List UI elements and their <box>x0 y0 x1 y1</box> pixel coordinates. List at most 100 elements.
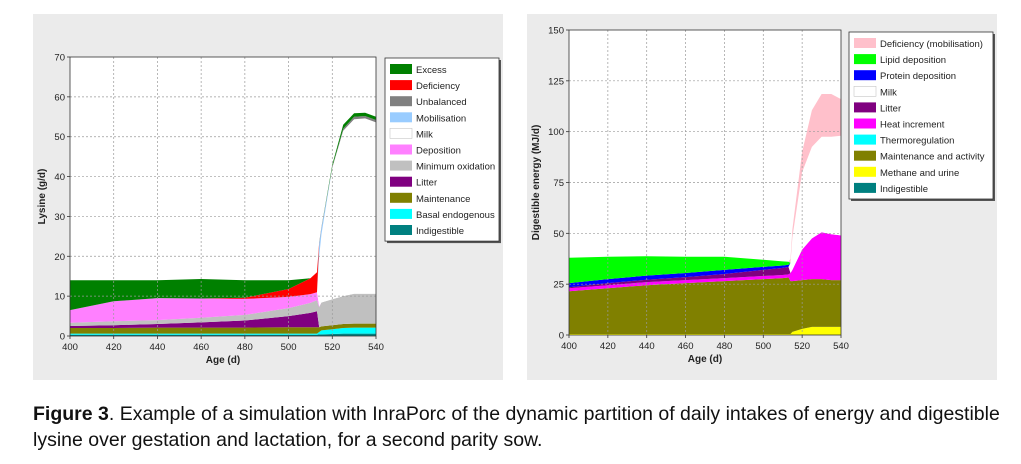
legend-swatch <box>390 64 412 74</box>
legend-label: Protein deposition <box>880 71 956 82</box>
x-tick-label: 520 <box>794 341 810 352</box>
x-tick-label: 540 <box>833 341 849 352</box>
legend-swatch <box>854 102 876 113</box>
energy-chart: 400 420 440 460 480 500 520 540 0 25 50 75 100 125 150… <box>531 26 995 365</box>
x-tick-label: 400 <box>561 341 577 352</box>
legend-swatch <box>390 112 412 123</box>
legend-label: Indigestible <box>880 184 928 195</box>
area-series-basal-endogenous <box>70 327 376 335</box>
area-series-maintenance-and-activity <box>569 277 841 334</box>
x-tick-label: 480 <box>237 342 253 353</box>
y-tick-label: 0 <box>60 332 65 343</box>
y-axis-title: Digestible energy (MJ/d) <box>531 125 542 241</box>
y-tick-label: 150 <box>548 26 564 37</box>
legend-label: Milk <box>880 87 897 98</box>
legend-label: Litter <box>880 103 901 114</box>
legend-swatch <box>854 166 876 177</box>
y-tick-label: 75 <box>553 178 564 189</box>
legend-label: Excess <box>416 65 447 76</box>
x-tick-label: 440 <box>149 342 165 353</box>
figure-caption-label: Figure 3 <box>33 403 109 425</box>
x-tick-label: 400 <box>62 342 78 353</box>
legend-swatch <box>854 134 876 145</box>
plot-border <box>69 56 377 337</box>
area-series-milk <box>70 118 376 311</box>
area-series-group <box>70 112 376 336</box>
y-tick-label: 20 <box>54 252 65 263</box>
y-tick-label: 40 <box>54 172 65 183</box>
x-tick-label: 520 <box>324 342 340 353</box>
y-tick-label: 60 <box>54 92 65 103</box>
legend-swatch <box>390 192 412 203</box>
legend-label: Indigestible <box>416 226 464 237</box>
legend-label: Milk <box>416 129 433 140</box>
x-tick-label: 420 <box>106 342 122 353</box>
legend-swatch <box>390 176 412 187</box>
lysine-chart-panel: 400 420 440 460 480 500 520 540 0 10 20 30 40 50 60 70 A… <box>33 14 503 380</box>
y-tick-label: 25 <box>553 280 564 291</box>
legend-swatch <box>853 86 877 97</box>
x-axis-title: Age (d) <box>688 354 722 365</box>
legend-swatch <box>390 160 412 171</box>
legend-label: Maintenance <box>416 194 470 205</box>
legend-swatch <box>390 80 412 91</box>
legend-swatch <box>854 182 876 193</box>
area-series-deficiency-mobilisation- <box>569 94 841 263</box>
legend-label: Methane and urine <box>880 168 959 179</box>
legend-swatch <box>854 118 876 129</box>
area-series-minimum-oxidation <box>70 293 376 328</box>
legend-label: Litter <box>416 178 437 189</box>
x-axis-title: Age (d) <box>206 355 240 366</box>
legend-label: Deficiency (mobilisation) <box>880 39 983 50</box>
legend-swatch <box>390 225 412 235</box>
legend-swatch <box>390 96 412 107</box>
y-tick-label: 50 <box>54 132 65 143</box>
energy-chart-panel: 400 420 440 460 480 500 520 540 0 25 50 75 100 125 150… <box>527 14 997 380</box>
y-axis-title: Lysine (g/d) <box>37 169 48 225</box>
figure-caption: Figure 3. Example of a simulation with I… <box>33 401 1008 453</box>
y-tick-label: 0 <box>559 331 564 342</box>
legend-label: Maintenance and activity <box>880 152 985 163</box>
legend-swatch <box>390 144 412 155</box>
y-tick-label: 10 <box>54 292 65 303</box>
legend-label: Deposition <box>416 146 461 157</box>
x-tick-label: 500 <box>755 341 771 352</box>
lysine-chart: 400 420 440 460 480 500 520 540 0 10 20 30 40 50 60 70 A… <box>37 53 501 366</box>
x-tick-label: 540 <box>368 342 384 353</box>
legend-label: Mobilisation <box>416 113 466 124</box>
x-tick-label: 460 <box>678 341 694 352</box>
y-tick-label: 100 <box>548 127 564 138</box>
y-tick-label: 125 <box>548 76 564 87</box>
legend-swatch <box>854 70 876 81</box>
legend-label: Basal endogenous <box>416 210 495 221</box>
area-series-litter <box>70 311 376 328</box>
x-tick-label: 440 <box>639 341 655 352</box>
y-tick-label: 50 <box>553 229 564 240</box>
legend-swatch <box>854 38 876 48</box>
legend-swatch <box>390 208 412 219</box>
x-tick-label: 480 <box>716 341 732 352</box>
x-tick-label: 500 <box>281 342 297 353</box>
legend-label: Heat increment <box>880 120 945 131</box>
area-series-litter <box>569 232 841 289</box>
legend-label: Minimum oxidation <box>416 162 495 173</box>
y-tick-label: 70 <box>54 53 65 64</box>
legend-swatch <box>854 150 876 161</box>
area-series-methane-and-urine <box>569 326 841 335</box>
legend-label: Thermoregulation <box>880 136 954 147</box>
legend-swatch <box>854 54 876 65</box>
area-series-lipid-deposition <box>569 135 841 284</box>
area-series-milk <box>569 135 841 288</box>
area-series-heat-increment <box>569 232 841 292</box>
area-series-group <box>569 94 841 335</box>
x-tick-label: 420 <box>600 341 616 352</box>
area-series-deposition <box>70 292 376 323</box>
x-tick-label: 460 <box>193 342 209 353</box>
area-series-excess <box>70 112 376 311</box>
legend-label: Lipid deposition <box>880 55 946 66</box>
figure-caption-text: . Example of a simulation with InraPorc … <box>33 403 1000 451</box>
y-tick-label: 30 <box>54 212 65 223</box>
legend-label: Unbalanced <box>416 97 467 108</box>
legend-label: Deficiency <box>416 81 460 92</box>
area-series-maintenance <box>70 323 376 334</box>
